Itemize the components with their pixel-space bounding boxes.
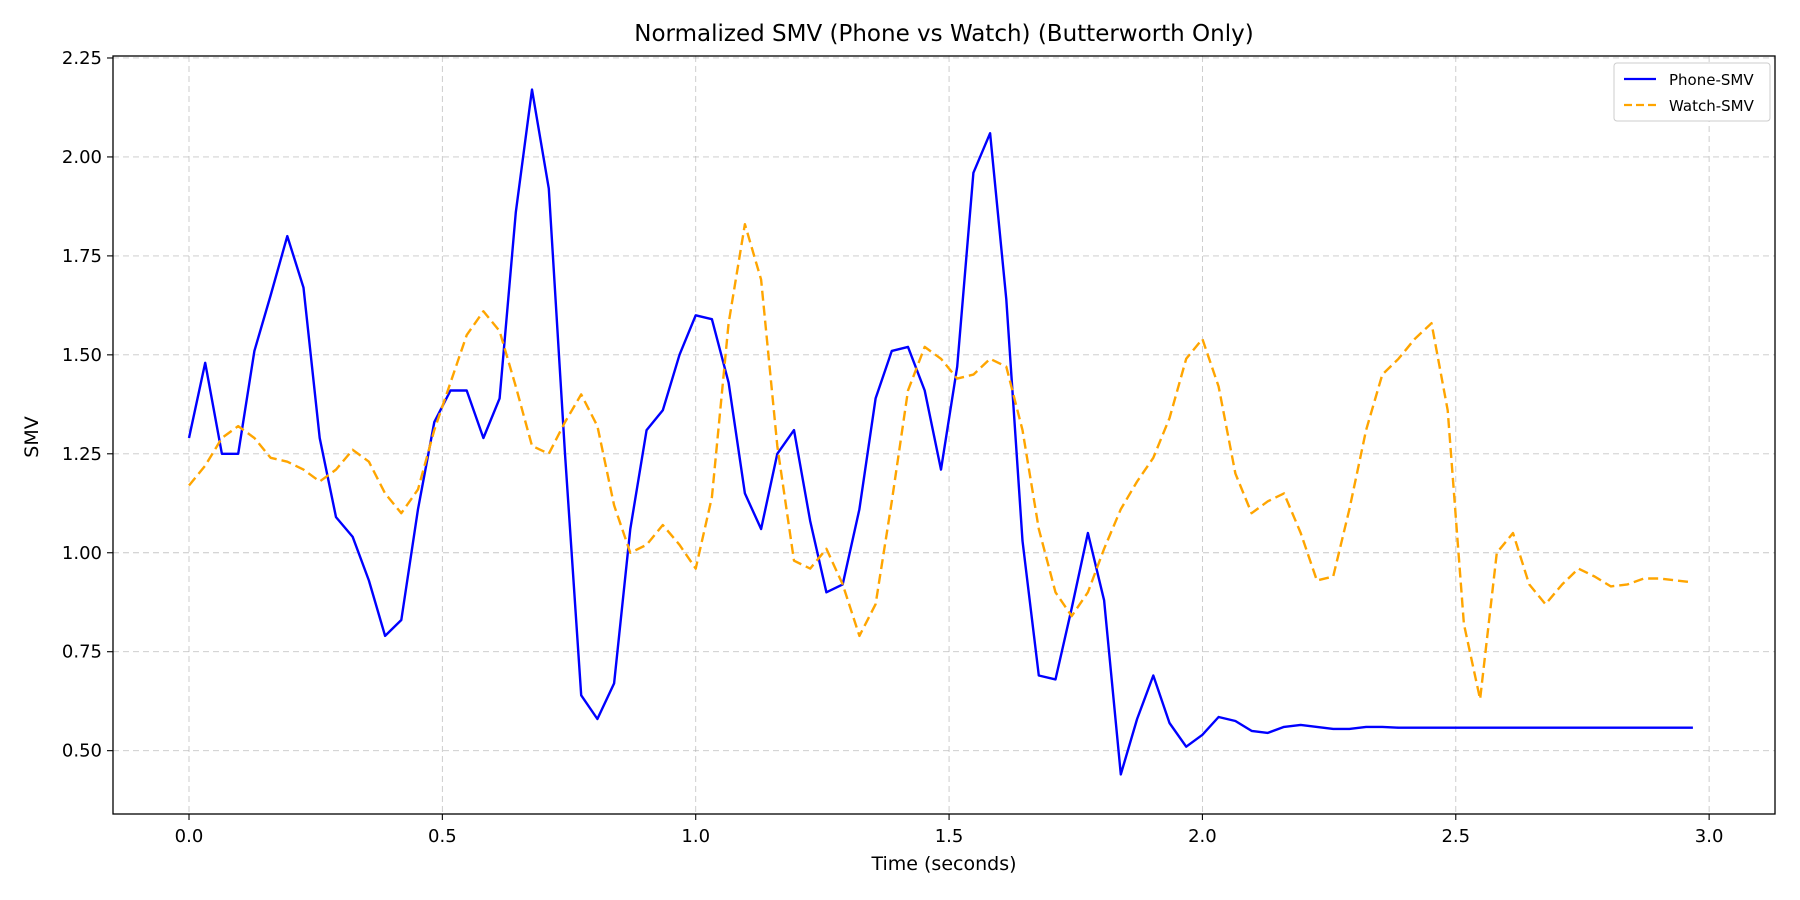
y-tick-label: 0.75 <box>62 642 102 663</box>
x-tick-label: 2.0 <box>1188 826 1217 847</box>
y-tick-label: 1.00 <box>62 543 102 564</box>
y-tick-label: 1.50 <box>62 345 102 366</box>
y-tick-label: 1.25 <box>62 444 102 465</box>
y-tick-label: 1.75 <box>62 246 102 267</box>
series-lines <box>187 88 1694 776</box>
x-tick-label: 1.0 <box>681 826 710 847</box>
y-tick-label: 2.00 <box>62 147 102 168</box>
legend: Phone-SMV Watch-SMV <box>1613 62 1771 122</box>
legend-box <box>1613 62 1771 122</box>
legend-label-phone: Phone-SMV <box>1669 71 1754 89</box>
y-tick-label: 2.25 <box>62 48 102 69</box>
plot-frame <box>112 55 1776 815</box>
legend-label-watch: Watch-SMV <box>1669 97 1755 115</box>
series-line-watch <box>188 222 1694 701</box>
y-axis-title: SMV <box>21 416 43 457</box>
x-axis-ticks: 0.0 0.5 1.0 1.5 2.0 2.5 3.0 <box>175 814 1724 847</box>
chart-title: Normalized SMV (Phone vs Watch) (Butterw… <box>634 21 1253 47</box>
y-axis-ticks: 0.50 0.75 1.00 1.25 1.50 1.75 2.00 2.25 <box>62 48 113 762</box>
x-axis-title: Time (seconds) <box>870 853 1016 875</box>
x-tick-label: 0.5 <box>428 826 457 847</box>
x-tick-label: 3.0 <box>1695 826 1724 847</box>
x-tick-label: 1.5 <box>935 826 964 847</box>
x-tick-label: 0.0 <box>175 826 204 847</box>
x-tick-label: 2.5 <box>1441 826 1470 847</box>
series-line-phone <box>187 88 1693 776</box>
grid-lines <box>113 56 1775 814</box>
y-tick-label: 0.50 <box>62 741 102 762</box>
